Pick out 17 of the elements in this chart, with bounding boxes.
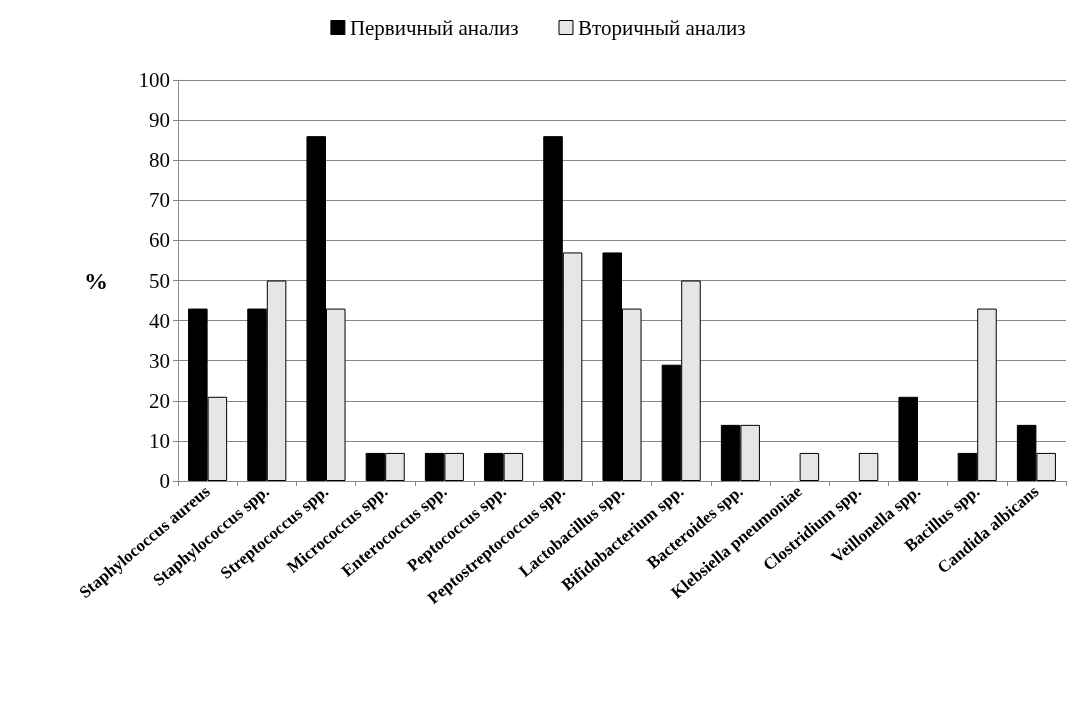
y-tick-label: 10 bbox=[149, 428, 170, 453]
y-tick-label: 30 bbox=[149, 348, 170, 373]
legend-label: Вторичный анализ bbox=[578, 15, 746, 40]
y-tick-label: 60 bbox=[149, 228, 170, 253]
y-tick-label: 0 bbox=[159, 469, 170, 493]
y-tick-label: 100 bbox=[138, 68, 170, 92]
y-tick-label: 80 bbox=[149, 148, 170, 173]
bar bbox=[858, 452, 879, 481]
y-tick-label: 50 bbox=[149, 268, 170, 293]
bar bbox=[799, 452, 820, 481]
y-tick-label: 20 bbox=[149, 388, 170, 413]
legend-label: Первичный анализ bbox=[349, 15, 519, 40]
y-axis-title: % bbox=[84, 267, 108, 294]
y-tick-label: 90 bbox=[149, 108, 170, 133]
y-tick-label: 70 bbox=[149, 188, 170, 213]
y-tick-label: 40 bbox=[149, 308, 170, 333]
bar bbox=[898, 396, 918, 481]
